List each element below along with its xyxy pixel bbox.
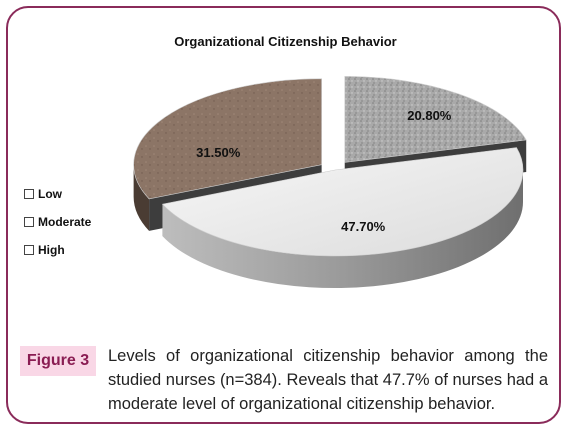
legend-label-high: High <box>38 243 65 257</box>
legend-swatch-moderate <box>24 217 34 227</box>
pie-label-low: 20.80% <box>407 108 452 123</box>
legend-label-moderate: Moderate <box>38 215 92 229</box>
legend-label-low: Low <box>38 187 62 201</box>
figure-caption: Levels of organizational citizenship beh… <box>108 347 548 413</box>
legend-item-low: Low <box>24 180 91 208</box>
pie-label-moderate: 47.70% <box>341 219 386 234</box>
figure-frame <box>6 6 561 424</box>
pie-slice-low <box>344 76 527 163</box>
chart-legend: Low Moderate High <box>24 180 91 264</box>
pie-label-high: 31.50% <box>196 145 241 160</box>
legend-swatch-high <box>24 245 34 255</box>
legend-swatch-low <box>24 189 34 199</box>
legend-item-moderate: Moderate <box>24 208 91 236</box>
chart-title: Organizational Citizenship Behavior <box>174 34 397 49</box>
pie-slice-high <box>133 78 322 200</box>
pie-slice-side-high <box>133 164 150 231</box>
figure-badge: Figure 3 <box>20 346 96 376</box>
pie-slice-moderate <box>161 147 524 257</box>
pie-slice-side-moderate <box>162 170 523 288</box>
legend-item-high: High <box>24 236 91 264</box>
